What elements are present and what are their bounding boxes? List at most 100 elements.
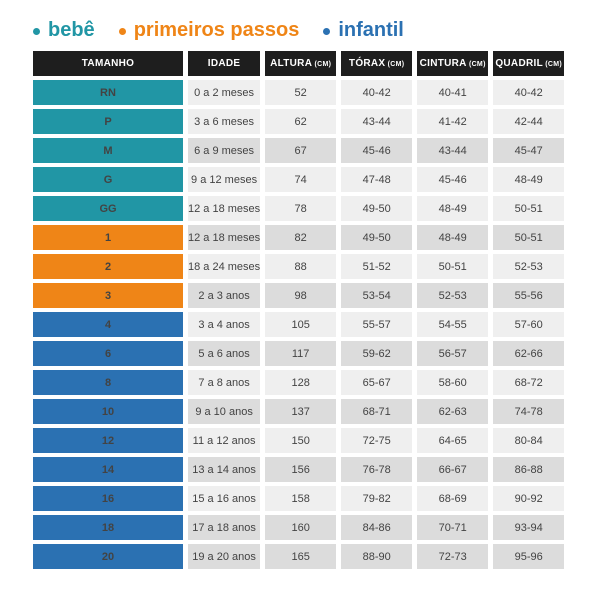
waist-cell: 56-57: [417, 341, 489, 366]
size-cell: P: [33, 109, 183, 134]
chest-cell: 59-62: [341, 341, 413, 366]
waist-cell: 40-41: [417, 80, 489, 105]
age-cell: 6 a 9 meses: [188, 138, 261, 163]
size-cell: 8: [33, 370, 183, 395]
column-header: TAMANHO: [33, 51, 183, 76]
hip-cell: 40-42: [493, 80, 565, 105]
column-header: TÓRAX (CM): [341, 51, 413, 76]
chest-cell: 51-52: [341, 254, 413, 279]
size-cell: 4: [33, 312, 183, 337]
hip-cell: 68-72: [493, 370, 565, 395]
size-cell: 10: [33, 399, 183, 424]
height-cell: 62: [265, 109, 337, 134]
chest-cell: 45-46: [341, 138, 413, 163]
size-table-body: RN 0 a 2 meses 52 40-42 40-41 40-42 P 3 a 6 mes…: [33, 80, 565, 569]
legend-item-primeiros-passos: primeiros passos: [118, 19, 300, 41]
table-row: 20 19 a 20 anos 165 88-90 72-73 95-96: [33, 544, 565, 569]
age-cell: 3 a 4 anos: [188, 312, 261, 337]
height-cell: 117: [265, 341, 337, 366]
hip-cell: 50-51: [493, 225, 565, 250]
table-row: GG 12 a 18 meses 78 49-50 48-49 50-51: [33, 196, 565, 221]
age-cell: 7 a 8 anos: [188, 370, 261, 395]
age-cell: 2 a 3 anos: [188, 283, 261, 308]
table-row: 1 12 a 18 meses 82 49-50 48-49 50-51: [33, 225, 565, 250]
size-cell: 18: [33, 515, 183, 540]
age-cell: 18 a 24 meses: [188, 254, 261, 279]
bullet-icon: [323, 27, 331, 35]
hip-cell: 50-51: [493, 196, 565, 221]
height-cell: 128: [265, 370, 337, 395]
age-cell: 0 a 2 meses: [188, 80, 261, 105]
height-cell: 150: [265, 428, 337, 453]
height-cell: 165: [265, 544, 337, 569]
age-cell: 12 a 18 meses: [188, 225, 261, 250]
hip-cell: 55-56: [493, 283, 565, 308]
height-cell: 74: [265, 167, 337, 192]
chest-cell: 65-67: [341, 370, 413, 395]
hip-cell: 42-44: [493, 109, 565, 134]
age-cell: 9 a 12 meses: [188, 167, 261, 192]
hip-cell: 45-47: [493, 138, 565, 163]
waist-cell: 64-65: [417, 428, 489, 453]
age-cell: 11 a 12 anos: [188, 428, 261, 453]
hip-cell: 74-78: [493, 399, 565, 424]
age-cell: 3 a 6 meses: [188, 109, 261, 134]
table-row: 18 17 a 18 anos 160 84-86 70-71 93-94: [33, 515, 565, 540]
waist-cell: 41-42: [417, 109, 489, 134]
chest-cell: 68-71: [341, 399, 413, 424]
chest-cell: 88-90: [341, 544, 413, 569]
height-cell: 98: [265, 283, 337, 308]
height-cell: 156: [265, 457, 337, 482]
waist-cell: 54-55: [417, 312, 489, 337]
size-cell: 20: [33, 544, 183, 569]
waist-cell: 66-67: [417, 457, 489, 482]
waist-cell: 48-49: [417, 196, 489, 221]
header-row: TAMANHO IDADE ALTURA (CM) TÓRAX (CM) CINTURA…: [33, 51, 565, 76]
waist-cell: 48-49: [417, 225, 489, 250]
table-row: 14 13 a 14 anos 156 76-78 66-67 86-88: [33, 457, 565, 482]
waist-cell: 62-63: [417, 399, 489, 424]
hip-cell: 80-84: [493, 428, 565, 453]
height-cell: 105: [265, 312, 337, 337]
height-cell: 67: [265, 138, 337, 163]
size-cell: G: [33, 167, 183, 192]
hip-cell: 62-66: [493, 341, 565, 366]
chest-cell: 40-42: [341, 80, 413, 105]
height-cell: 52: [265, 80, 337, 105]
chest-cell: 43-44: [341, 109, 413, 134]
waist-cell: 43-44: [417, 138, 489, 163]
table-row: 10 9 a 10 anos 137 68-71 62-63 74-78: [33, 399, 565, 424]
bullet-icon: [118, 27, 126, 35]
chest-cell: 49-50: [341, 225, 413, 250]
age-cell: 13 a 14 anos: [188, 457, 261, 482]
legend-label: primeiros passos: [133, 19, 300, 41]
size-cell: M: [33, 138, 183, 163]
chest-cell: 55-57: [341, 312, 413, 337]
size-cell: 1: [33, 225, 183, 250]
chest-cell: 47-48: [341, 167, 413, 192]
height-cell: 137: [265, 399, 337, 424]
hip-cell: 90-92: [493, 486, 565, 511]
age-cell: 5 a 6 anos: [188, 341, 261, 366]
size-cell: 16: [33, 486, 183, 511]
height-cell: 78: [265, 196, 337, 221]
legend-label: infantil: [338, 19, 404, 41]
age-cell: 19 a 20 anos: [188, 544, 261, 569]
hip-cell: 48-49: [493, 167, 565, 192]
waist-cell: 72-73: [417, 544, 489, 569]
chest-cell: 49-50: [341, 196, 413, 221]
chest-cell: 79-82: [341, 486, 413, 511]
size-cell: 14: [33, 457, 183, 482]
column-header: IDADE: [188, 51, 261, 76]
hip-cell: 93-94: [493, 515, 565, 540]
size-cell: GG: [33, 196, 183, 221]
size-cell: 3: [33, 283, 183, 308]
height-cell: 88: [265, 254, 337, 279]
size-cell: RN: [33, 80, 183, 105]
